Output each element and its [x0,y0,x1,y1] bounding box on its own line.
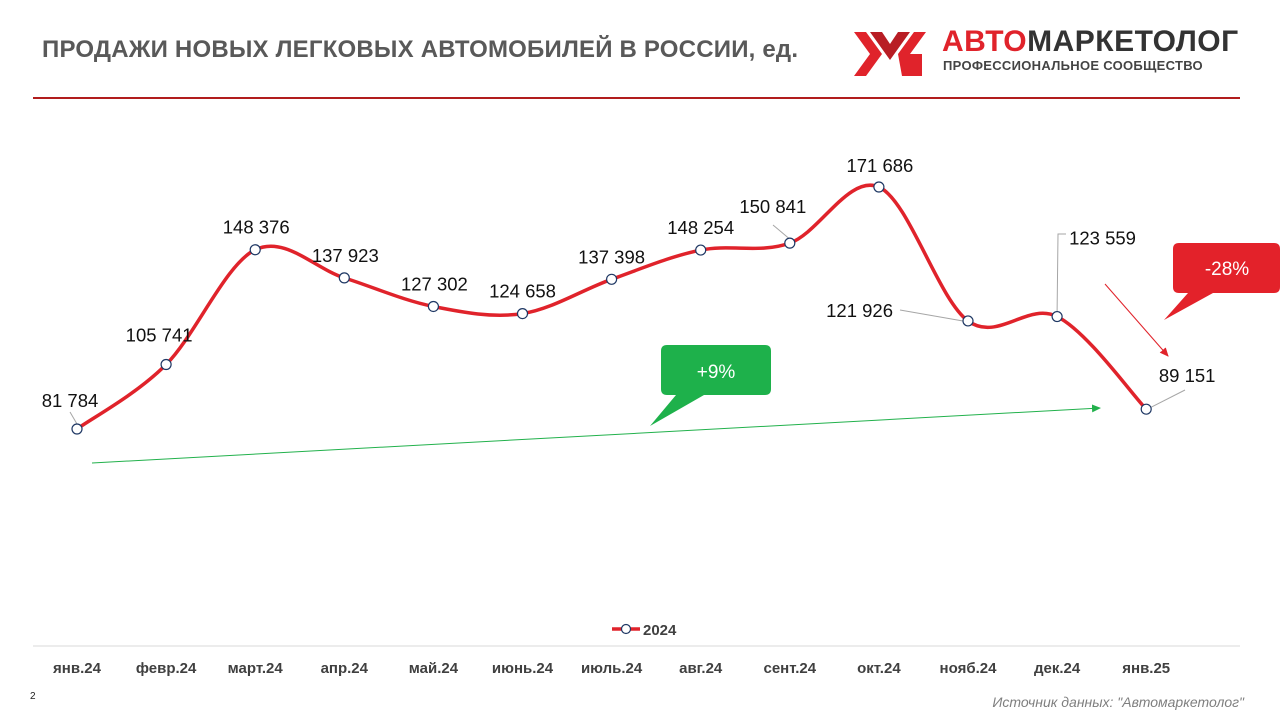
data-label: 105 741 [126,325,193,346]
x-tick-label: февр.24 [136,660,197,677]
logo-name-part2: МАРКЕТОЛОГ [1027,25,1239,58]
data-label: 148 376 [223,217,290,238]
x-tick-label: янв.25 [1122,660,1170,677]
data-label: 89 151 [1159,365,1216,386]
data-point [605,273,618,285]
am-logo-icon [854,32,926,76]
source-note: Источник данных: "Автомаркетолог" [992,694,1244,710]
brand-logo: АВТОМАРКЕТОЛОГ ПРОФЕССИОНАЛЬНОЕ СООБЩЕСТ… [850,26,1240,78]
data-label: 171 686 [846,155,913,176]
data-point [338,272,350,284]
data-point [1140,403,1152,415]
data-point [516,307,529,320]
data-point [427,300,439,313]
data-label: 137 398 [578,246,645,267]
legend-label: 2024 [643,622,677,639]
data-point [962,315,974,327]
logo-subtitle: ПРОФЕССИОНАЛЬНОЕ СООБЩЕСТВО [943,58,1203,73]
x-tick-label: май.24 [409,660,459,677]
x-tick-label: июнь.24 [492,660,554,677]
trend-down-callout [1164,243,1280,320]
logo-name-part1: АВТО [942,25,1028,58]
page-title: ПРОДАЖИ НОВЫХ ЛЕГКОВЫХ АВТОМОБИЛЕЙ В РОС… [42,36,799,63]
trend-up-arrow [91,404,1101,464]
trend-down-arrow [1104,283,1169,357]
x-tick-label: июль.24 [581,660,643,677]
data-label: 127 302 [401,273,468,294]
x-tick-label: янв.24 [53,660,102,677]
label-leader-line [772,224,791,240]
trend-up-callout-label: +9% [697,362,736,383]
data-point [249,244,261,256]
logo-name: АВТОМАРКЕТОЛОГ [942,26,1239,58]
legend-marker-swatch [620,623,632,635]
x-tick-label: авг.24 [679,660,723,677]
data-point [695,244,707,256]
data-label: 121 926 [826,300,893,321]
label-leader-line [69,411,78,425]
label-leader-line [899,309,964,322]
data-label: 137 923 [312,245,379,266]
data-point [1051,310,1063,323]
x-tick-label: сент.24 [763,660,816,677]
x-tick-label: апр.24 [321,660,369,677]
data-label: 123 559 [1069,228,1136,249]
label-leader-line [1056,233,1066,312]
data-label: 148 254 [667,217,734,238]
page-number: 2 [30,691,36,702]
x-tick-label: нояб.24 [940,660,998,677]
x-tick-label: дек.24 [1034,660,1081,677]
x-tick-label: окт.24 [857,660,901,677]
data-point [784,237,796,249]
x-tick-label: март.24 [228,660,284,677]
label-leader-line [1150,389,1186,408]
data-point [873,181,885,193]
data-point [160,358,172,371]
data-label: 124 658 [489,281,556,302]
data-label: 81 784 [42,390,99,411]
data-point [71,423,83,435]
trend-up-callout [650,345,771,426]
title-divider [33,97,1240,99]
data-label: 150 841 [739,196,806,217]
trend-down-callout-label: -28% [1205,259,1249,280]
